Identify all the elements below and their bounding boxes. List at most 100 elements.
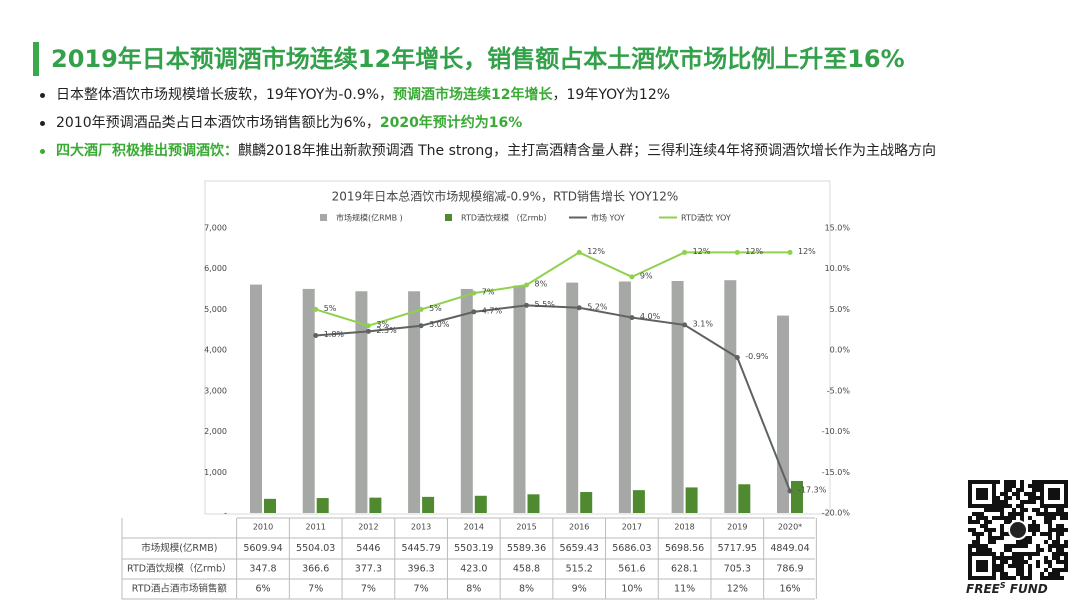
data-label: 1.8% (324, 330, 345, 339)
qr-cell (1012, 544, 1016, 548)
qr-cell (1000, 504, 1004, 508)
qr-cell (1024, 540, 1028, 544)
table-cell: 10% (621, 584, 642, 595)
qr-cell (1008, 504, 1012, 508)
qr-cell (1004, 516, 1008, 520)
qr-cell (1012, 564, 1016, 568)
bar (632, 490, 645, 513)
table-row-header: 市场规模(亿RMB) (141, 542, 217, 554)
qr-cell (1012, 516, 1016, 520)
qr-cell (1008, 484, 1012, 488)
qr-cell (1000, 512, 1004, 516)
qr-cell (1000, 576, 1004, 580)
legend-label: 市场规模(亿RMB ) (336, 213, 403, 223)
qr-cell (1024, 492, 1028, 496)
qr-cell (1056, 540, 1060, 544)
y-tick-label: - (224, 509, 227, 518)
qr-cell (972, 528, 976, 532)
qr-cell (1040, 572, 1044, 576)
bullet-text: ，19年YOY为12% (552, 87, 671, 103)
bullet-text: 2010年预调酒品类占日本酒饮市场销售额比为6%， (56, 115, 380, 131)
qr-cell (1052, 576, 1056, 580)
bar (671, 280, 684, 513)
qr-cell (996, 504, 1000, 508)
point (629, 315, 635, 321)
qr-cell (1000, 528, 1004, 532)
qr-cell (1024, 536, 1028, 540)
qr-cell (1016, 556, 1020, 560)
qr-cell (1056, 524, 1060, 528)
bar (566, 282, 579, 513)
qr-cell (1020, 572, 1024, 576)
qr-cell (1036, 484, 1040, 488)
qr-cell (996, 496, 1000, 500)
bullet: 日本整体酒饮市场规模增长疲软，19年YOY为-0.9%，预调酒市场连续12年增长… (38, 84, 1038, 107)
table-cell: 5609.94 (243, 543, 282, 554)
qr-cell (1044, 540, 1048, 544)
bar (264, 498, 276, 513)
table-cell: 786.9 (776, 564, 803, 575)
qr-cell (980, 532, 984, 536)
x-tick-label: 2012 (358, 523, 378, 532)
qr-cell (1056, 532, 1060, 536)
qr-cell (996, 480, 1000, 484)
data-label: 12% (798, 247, 816, 256)
qr-cell (1048, 520, 1052, 524)
qr-cell (1004, 548, 1008, 552)
qr-cell (1048, 528, 1052, 532)
qr-cell (1020, 560, 1024, 564)
qr-cell (980, 524, 984, 528)
qr-cell (1008, 480, 1012, 484)
chart-title: 2019年日本总酒饮市场规模缩减-0.9%，RTD销售增长 YOY12% (332, 189, 679, 204)
qr-cell (968, 528, 972, 532)
qr-finder (976, 488, 988, 500)
qr-cell (1056, 508, 1060, 512)
y-tick-label: 5,000 (204, 305, 227, 314)
qr-cell (1036, 512, 1040, 516)
qr-cell (1056, 568, 1060, 572)
qr-cell (1028, 492, 1032, 496)
point (418, 306, 424, 312)
qr-cell (1048, 532, 1052, 536)
qr-cell (1016, 568, 1020, 572)
data-label: 5% (429, 304, 442, 313)
qr-cell (1016, 492, 1020, 496)
qr-cell (992, 528, 996, 532)
qr-cell (1056, 544, 1060, 548)
table-cell: 5698.56 (665, 543, 704, 554)
table-cell: 11% (674, 584, 695, 595)
qr-cell (1056, 512, 1060, 516)
logo-suffix: FUND (1009, 582, 1048, 596)
qr-cell (1016, 552, 1020, 556)
x-tick-label: 2017 (622, 523, 642, 532)
qr-cell (1028, 572, 1032, 576)
qr-cell (988, 532, 992, 536)
qr-cell (1008, 556, 1012, 560)
qr-cell (1008, 520, 1012, 524)
qr-cell (1060, 528, 1064, 532)
qr-cell (1016, 488, 1020, 492)
qr-cell (1032, 484, 1036, 488)
table-cell: 9% (572, 584, 587, 595)
qr-cell (1028, 564, 1032, 568)
qr-cell (984, 508, 988, 512)
y2-tick-label: 0.0% (830, 346, 851, 355)
qr-cell (1052, 516, 1056, 520)
qr-cell (1028, 528, 1032, 532)
qr-cell (968, 520, 972, 524)
qr-cell (980, 512, 984, 516)
qr-cell (1032, 480, 1036, 484)
table-cell: 628.1 (671, 564, 698, 575)
qr-cell (1056, 556, 1060, 560)
qr-cell (1052, 552, 1056, 556)
qr-cell (1004, 532, 1008, 536)
data-label: 12% (587, 247, 605, 256)
qr-cell (988, 536, 992, 540)
legend-label: RTD酒饮规模 （亿rmb） (461, 213, 552, 223)
qr-cell (996, 556, 1000, 560)
qr-cell (1000, 516, 1004, 520)
qr-cell (976, 540, 980, 544)
qr-cell (1004, 576, 1008, 580)
point (787, 249, 793, 255)
